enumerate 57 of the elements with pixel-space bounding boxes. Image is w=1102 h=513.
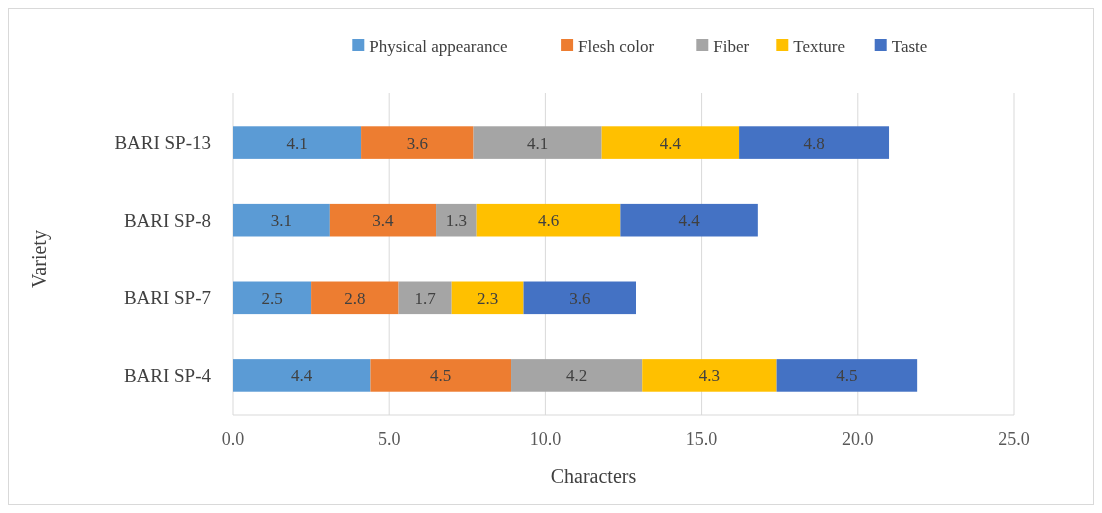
x-tick-label: 25.0 (998, 429, 1030, 449)
data-label: 4.1 (286, 133, 308, 153)
y-tick-label: BARI SP-13 (114, 132, 211, 154)
x-tick-label: 10.0 (529, 429, 562, 449)
bar (776, 359, 918, 392)
data-label: 4.6 (537, 211, 560, 231)
legend-label: Physical appearance (369, 36, 508, 56)
data-label: 3.4 (372, 211, 395, 231)
bar (329, 203, 437, 237)
y-tick-label: BARI SP-4 (123, 365, 212, 387)
data-label: 4.3 (698, 366, 721, 386)
data-label: 2.8 (344, 288, 366, 308)
y-tick-label: BARI SP-8 (123, 209, 211, 231)
x-tick-label: 5.0 (377, 429, 401, 449)
bar (642, 359, 777, 392)
data-label: 3.6 (569, 288, 591, 308)
bar (451, 281, 524, 315)
x-axis-title: Characters (550, 465, 637, 487)
legend-label: Taste (891, 36, 928, 56)
bar (311, 281, 399, 315)
bar (620, 203, 758, 237)
x-tick-label: 0.0 (221, 429, 245, 449)
bar (233, 126, 362, 159)
bar (473, 126, 602, 159)
data-label: 4.4 (659, 133, 682, 153)
data-label: 3.1 (270, 211, 293, 231)
bar (370, 359, 512, 392)
x-tick-label: 20.0 (842, 429, 874, 449)
bar (398, 281, 452, 315)
data-label: 1.7 (414, 288, 437, 308)
bar (233, 359, 371, 392)
bar (739, 126, 890, 159)
y-tick-label: BARI SP-7 (123, 287, 211, 309)
data-label: 4.8 (803, 133, 825, 153)
data-label: 4.5 (430, 366, 452, 386)
data-label: 4.2 (566, 366, 588, 386)
data-label: 1.3 (445, 211, 467, 231)
y-axis-title: Variety (28, 230, 51, 288)
legend-label: Texture (793, 36, 845, 56)
bar (233, 203, 330, 237)
bar (601, 126, 740, 159)
bar (476, 203, 621, 237)
bar (523, 281, 636, 315)
bar (233, 281, 312, 315)
data-label: 3.6 (406, 133, 428, 153)
data-label: 4.5 (836, 366, 858, 386)
bar (436, 203, 477, 237)
data-label: 4.4 (291, 366, 313, 386)
data-label: 2.3 (476, 288, 499, 308)
legend-label: Flesh color (578, 36, 655, 56)
legend-label: Fiber (713, 36, 750, 56)
bar (511, 359, 643, 392)
data-label: 4.4 (678, 211, 701, 231)
data-label: 4.1 (526, 133, 549, 153)
x-tick-label: 15.0 (685, 429, 718, 449)
data-label: 2.5 (261, 288, 283, 308)
bar (361, 126, 474, 159)
